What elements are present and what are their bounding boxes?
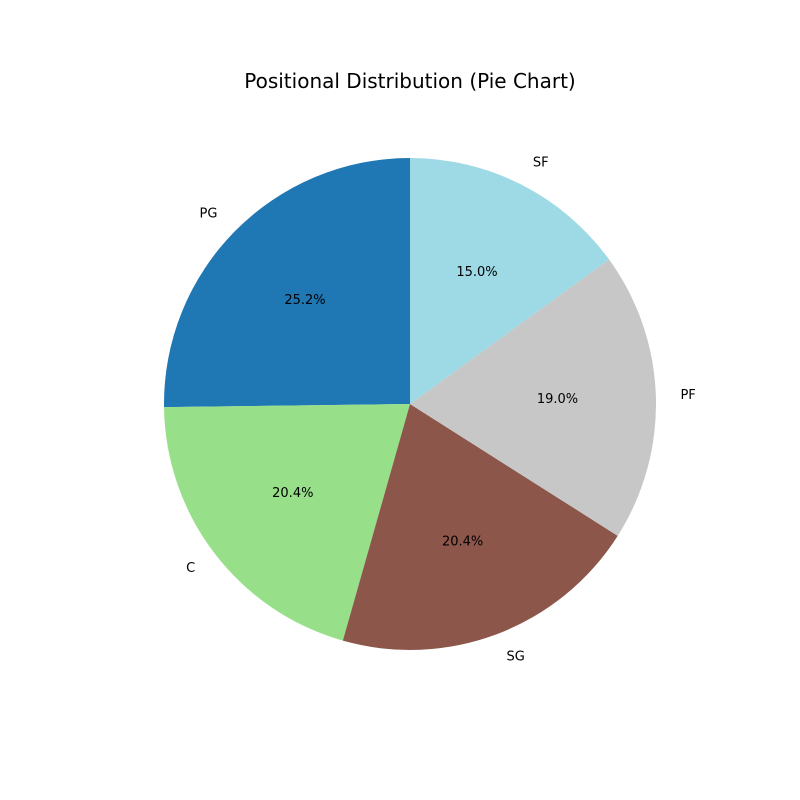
pie-slice-sf [410,158,610,404]
slice-percent-pf: 19.0% [537,392,578,407]
slice-percent-c: 20.4% [272,486,313,501]
pie-slices [163,158,656,650]
chart-title: Positional Distribution (Pie Chart) [244,69,575,93]
pie-slice-pg [163,158,410,408]
slice-label-pg: PG [200,206,218,221]
slice-percent-pg: 25.2% [284,293,325,308]
slice-percent-sf: 15.0% [456,265,497,280]
slice-label-sf: SF [533,155,549,170]
slice-label-pf: PF [680,388,695,403]
slice-label-c: C [186,561,195,576]
pie-labels: PG 25.2% C 20.4% SG 20.4% PF 19.0% SF 15.0% [186,155,696,664]
pie-slice-c [164,404,410,641]
slice-percent-sg: 20.4% [442,534,483,549]
pie-slice-sg [342,404,618,650]
slice-label-sg: SG [506,649,524,664]
pie-slice-pf [410,259,656,536]
